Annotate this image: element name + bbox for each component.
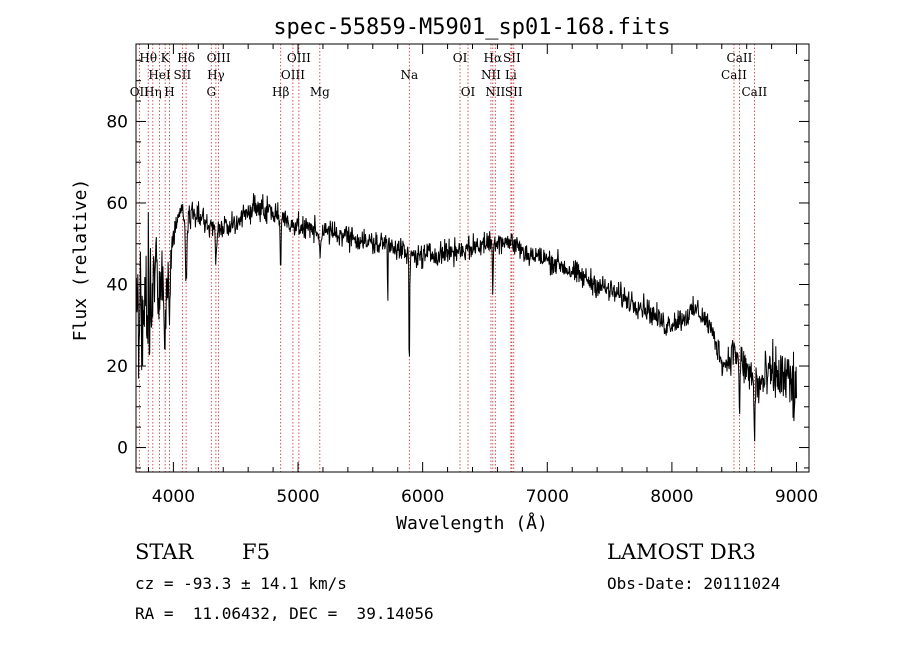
y-tick-label-0: 0: [117, 439, 128, 459]
x-tick-label-3: 7000: [526, 487, 569, 507]
y-tick-label-1: 20: [106, 357, 128, 377]
coordinates-readout: RA = 11.06432, DEC = 39.14056: [135, 604, 434, 623]
line-label-1: Hθ: [139, 51, 157, 65]
spectrum-line: [135, 193, 797, 442]
line-label-20: NII: [485, 85, 505, 99]
line-label-12: OIII: [281, 68, 305, 82]
line-label-2: Hη: [144, 85, 162, 99]
line-label-6: SII: [174, 68, 192, 82]
y-tick-label-3: 60: [106, 194, 128, 214]
line-label-25: CaII: [727, 51, 753, 65]
line-label-16: OI: [453, 51, 468, 65]
line-label-21: Li: [505, 68, 517, 82]
line-label-5: H: [164, 85, 174, 99]
y-tick-label-4: 80: [106, 112, 128, 132]
line-label-13: OIII: [287, 51, 311, 65]
line-label-23: SII: [505, 85, 523, 99]
line-label-9: Hγ: [207, 68, 225, 82]
chart-title: spec-55859-M5901_sp01-168.fits: [273, 15, 670, 40]
x-tick-label-1: 5000: [276, 487, 319, 507]
line-label-15: Na: [400, 68, 418, 82]
line-label-0: OII: [130, 85, 150, 99]
line-label-14: Mg: [310, 85, 330, 99]
x-axis-ticks: 4000 5000 6000 7000 8000 9000: [147, 44, 818, 507]
line-label-22: SII: [503, 51, 521, 65]
x-tick-label-2: 6000: [401, 487, 444, 507]
redshift-readout: cz = -93.3 ± 14.1 km/s: [135, 574, 347, 593]
line-label-11: Hβ: [272, 85, 289, 99]
observation-date: Obs-Date: 20111024: [607, 574, 781, 593]
spectrum-trace: [135, 193, 797, 442]
y-tick-label-2: 40: [106, 275, 128, 295]
emission-line-markers: OIIHθHηHeIKHSIIHδGHγOIIIHβOIIIOIIIMgNaOI…: [130, 44, 768, 472]
line-label-17: OI: [461, 85, 476, 99]
line-label-7: Hδ: [177, 51, 195, 65]
x-axis-label: Wavelength (Å): [396, 512, 548, 534]
x-tick-label-4: 8000: [650, 487, 693, 507]
line-label-24: CaII: [721, 68, 747, 82]
y-axis-label: Flux (relative): [70, 179, 91, 342]
object-subclass: F5: [242, 540, 270, 564]
survey-name: LAMOST DR3: [607, 540, 756, 564]
plot-frame: [135, 43, 810, 473]
line-label-10: OIII: [207, 51, 231, 65]
object-class: STAR: [135, 540, 194, 564]
x-tick-label-0: 4000: [152, 487, 195, 507]
line-label-26: CaII: [741, 85, 767, 99]
line-label-3: HeI: [148, 68, 171, 82]
line-label-4: K: [161, 51, 171, 65]
spectrum-chart: spec-55859-M5901_sp01-168.fits OII Hθ Hη He…: [70, 15, 818, 534]
y-axis-ticks: 0 20 40 60 80: [106, 59, 809, 469]
x-tick-label-5: 9000: [775, 487, 818, 507]
line-label-18: NII: [481, 68, 501, 82]
line-label-8: G: [206, 85, 216, 99]
line-label-19: Hα: [484, 51, 503, 65]
